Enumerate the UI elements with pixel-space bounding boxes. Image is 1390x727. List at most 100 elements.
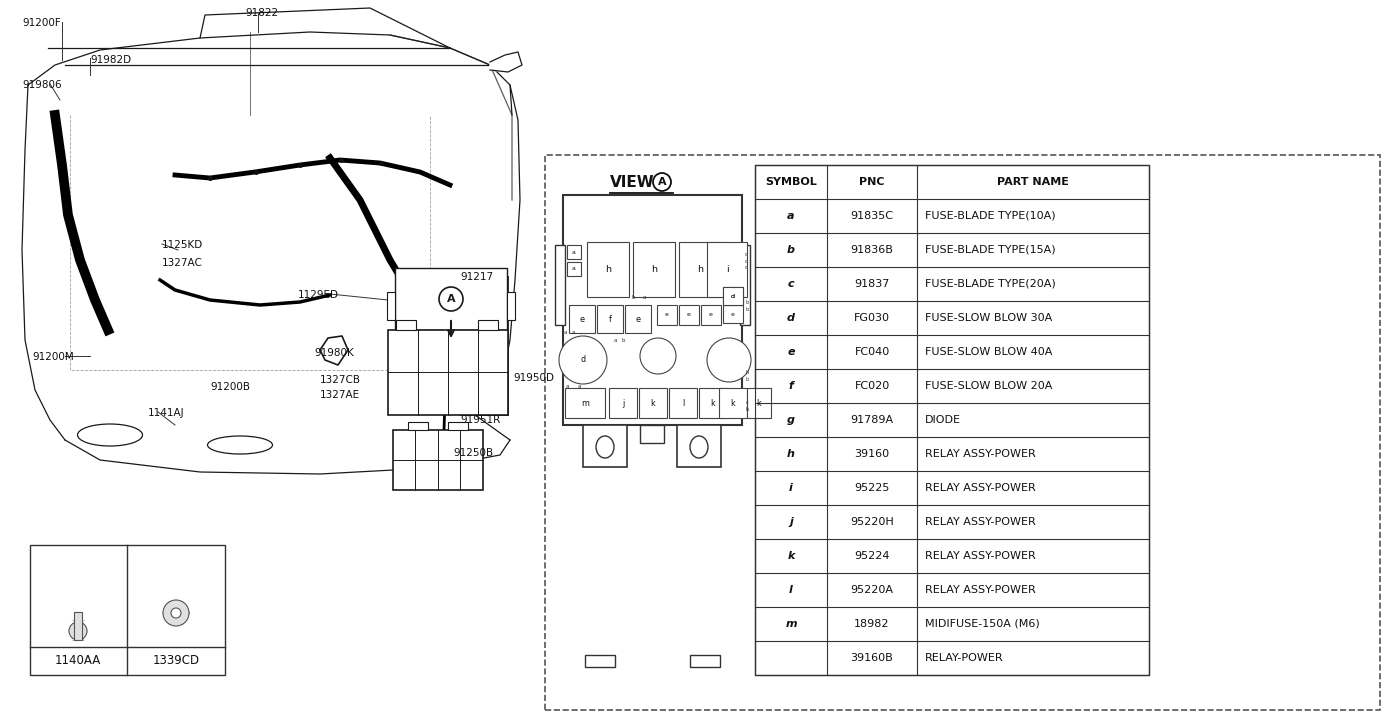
- Text: 1327AC: 1327AC: [163, 258, 203, 268]
- Polygon shape: [491, 52, 523, 72]
- Text: 91822: 91822: [245, 8, 278, 18]
- Text: d: d: [731, 294, 735, 299]
- Text: FUSE-BLADE TYPE(15A): FUSE-BLADE TYPE(15A): [924, 245, 1055, 255]
- Text: 1140AA: 1140AA: [54, 654, 101, 667]
- Text: PART NAME: PART NAME: [997, 177, 1069, 187]
- Text: 1129ED: 1129ED: [297, 290, 339, 300]
- Text: e: e: [731, 311, 735, 316]
- Text: RELAY ASSY-POWER: RELAY ASSY-POWER: [924, 449, 1036, 459]
- Text: 91200F: 91200F: [22, 18, 61, 28]
- Text: e: e: [580, 315, 585, 324]
- Bar: [569, 305, 595, 333]
- Text: e: e: [787, 347, 795, 357]
- Text: f: f: [609, 315, 612, 324]
- Bar: [448, 422, 468, 430]
- Bar: [393, 430, 482, 490]
- Bar: [582, 425, 627, 467]
- Bar: [719, 388, 746, 418]
- Text: a: a: [577, 385, 581, 390]
- Bar: [677, 425, 721, 467]
- Text: l: l: [790, 585, 792, 595]
- Text: RELAY ASSY-POWER: RELAY ASSY-POWER: [924, 551, 1036, 561]
- Text: FUSE-SLOW BLOW 30A: FUSE-SLOW BLOW 30A: [924, 313, 1052, 323]
- Circle shape: [70, 622, 88, 640]
- Text: SYMBOL: SYMBOL: [765, 177, 817, 187]
- Text: 91950D: 91950D: [513, 373, 555, 383]
- Bar: [678, 305, 699, 325]
- Text: a: a: [571, 331, 574, 335]
- Text: FUSE-BLADE TYPE(20A): FUSE-BLADE TYPE(20A): [924, 279, 1056, 289]
- Text: i: i: [726, 265, 728, 274]
- Bar: [632, 242, 676, 297]
- Bar: [587, 242, 630, 297]
- Text: k: k: [651, 398, 655, 408]
- Text: h: h: [605, 265, 612, 274]
- Text: j: j: [790, 517, 792, 527]
- Text: 91200M: 91200M: [32, 352, 74, 362]
- Text: FUSE-BLADE TYPE(10A): FUSE-BLADE TYPE(10A): [924, 211, 1055, 221]
- Text: 91837: 91837: [855, 279, 890, 289]
- Bar: [657, 305, 677, 325]
- Text: b: b: [621, 337, 624, 342]
- Text: e: e: [687, 313, 691, 318]
- Text: f: f: [788, 381, 794, 391]
- Text: 91836B: 91836B: [851, 245, 894, 255]
- Bar: [74, 612, 82, 640]
- Text: 91789A: 91789A: [851, 415, 894, 425]
- Circle shape: [559, 336, 607, 384]
- Text: a: a: [563, 331, 567, 335]
- Bar: [386, 292, 395, 320]
- Bar: [669, 388, 696, 418]
- Text: A: A: [657, 177, 666, 187]
- Text: 95224: 95224: [855, 551, 890, 561]
- Text: 95225: 95225: [855, 483, 890, 493]
- Bar: [723, 287, 744, 305]
- Text: A: A: [446, 294, 456, 304]
- Text: 919806: 919806: [22, 80, 61, 90]
- Bar: [626, 305, 651, 333]
- Text: e: e: [709, 313, 713, 318]
- Text: 1327AE: 1327AE: [320, 390, 360, 400]
- Text: RELAY ASSY-POWER: RELAY ASSY-POWER: [924, 517, 1036, 527]
- Text: FG030: FG030: [853, 313, 890, 323]
- Text: k: k: [756, 398, 762, 408]
- Text: k: k: [787, 551, 795, 561]
- Text: 91835C: 91835C: [851, 211, 894, 221]
- Text: 39160B: 39160B: [851, 653, 894, 663]
- Bar: [567, 262, 581, 276]
- Circle shape: [653, 173, 671, 191]
- Bar: [563, 195, 742, 425]
- Text: d: d: [581, 356, 585, 364]
- Text: 39160: 39160: [855, 449, 890, 459]
- Text: e: e: [664, 313, 669, 318]
- Text: c
c
c: c c c: [745, 252, 748, 270]
- Bar: [678, 242, 721, 297]
- Text: 91250B: 91250B: [453, 448, 493, 458]
- Text: b: b: [632, 295, 635, 300]
- Bar: [609, 388, 637, 418]
- Text: a: a: [787, 211, 795, 221]
- Text: b: b: [787, 245, 795, 255]
- Circle shape: [163, 600, 189, 626]
- Text: a: a: [573, 267, 575, 271]
- Bar: [388, 330, 507, 415]
- Text: b
b: b b: [745, 370, 748, 382]
- Text: 95220H: 95220H: [851, 517, 894, 527]
- Text: 1141AJ: 1141AJ: [147, 408, 185, 418]
- Text: d: d: [787, 313, 795, 323]
- Bar: [478, 320, 498, 330]
- Text: 91951R: 91951R: [460, 415, 500, 425]
- Bar: [689, 655, 720, 667]
- Text: RELAY ASSY-POWER: RELAY ASSY-POWER: [924, 585, 1036, 595]
- Text: MIDIFUSE-150A (M6): MIDIFUSE-150A (M6): [924, 619, 1040, 629]
- Ellipse shape: [689, 436, 708, 458]
- Text: m: m: [785, 619, 796, 629]
- Text: h: h: [696, 265, 703, 274]
- Bar: [409, 422, 428, 430]
- Text: g: g: [787, 415, 795, 425]
- Text: d: d: [731, 294, 735, 299]
- Text: c
b: c b: [746, 400, 749, 411]
- Bar: [699, 388, 727, 418]
- Text: 18982: 18982: [855, 619, 890, 629]
- Text: FUSE-SLOW BLOW 40A: FUSE-SLOW BLOW 40A: [924, 347, 1052, 357]
